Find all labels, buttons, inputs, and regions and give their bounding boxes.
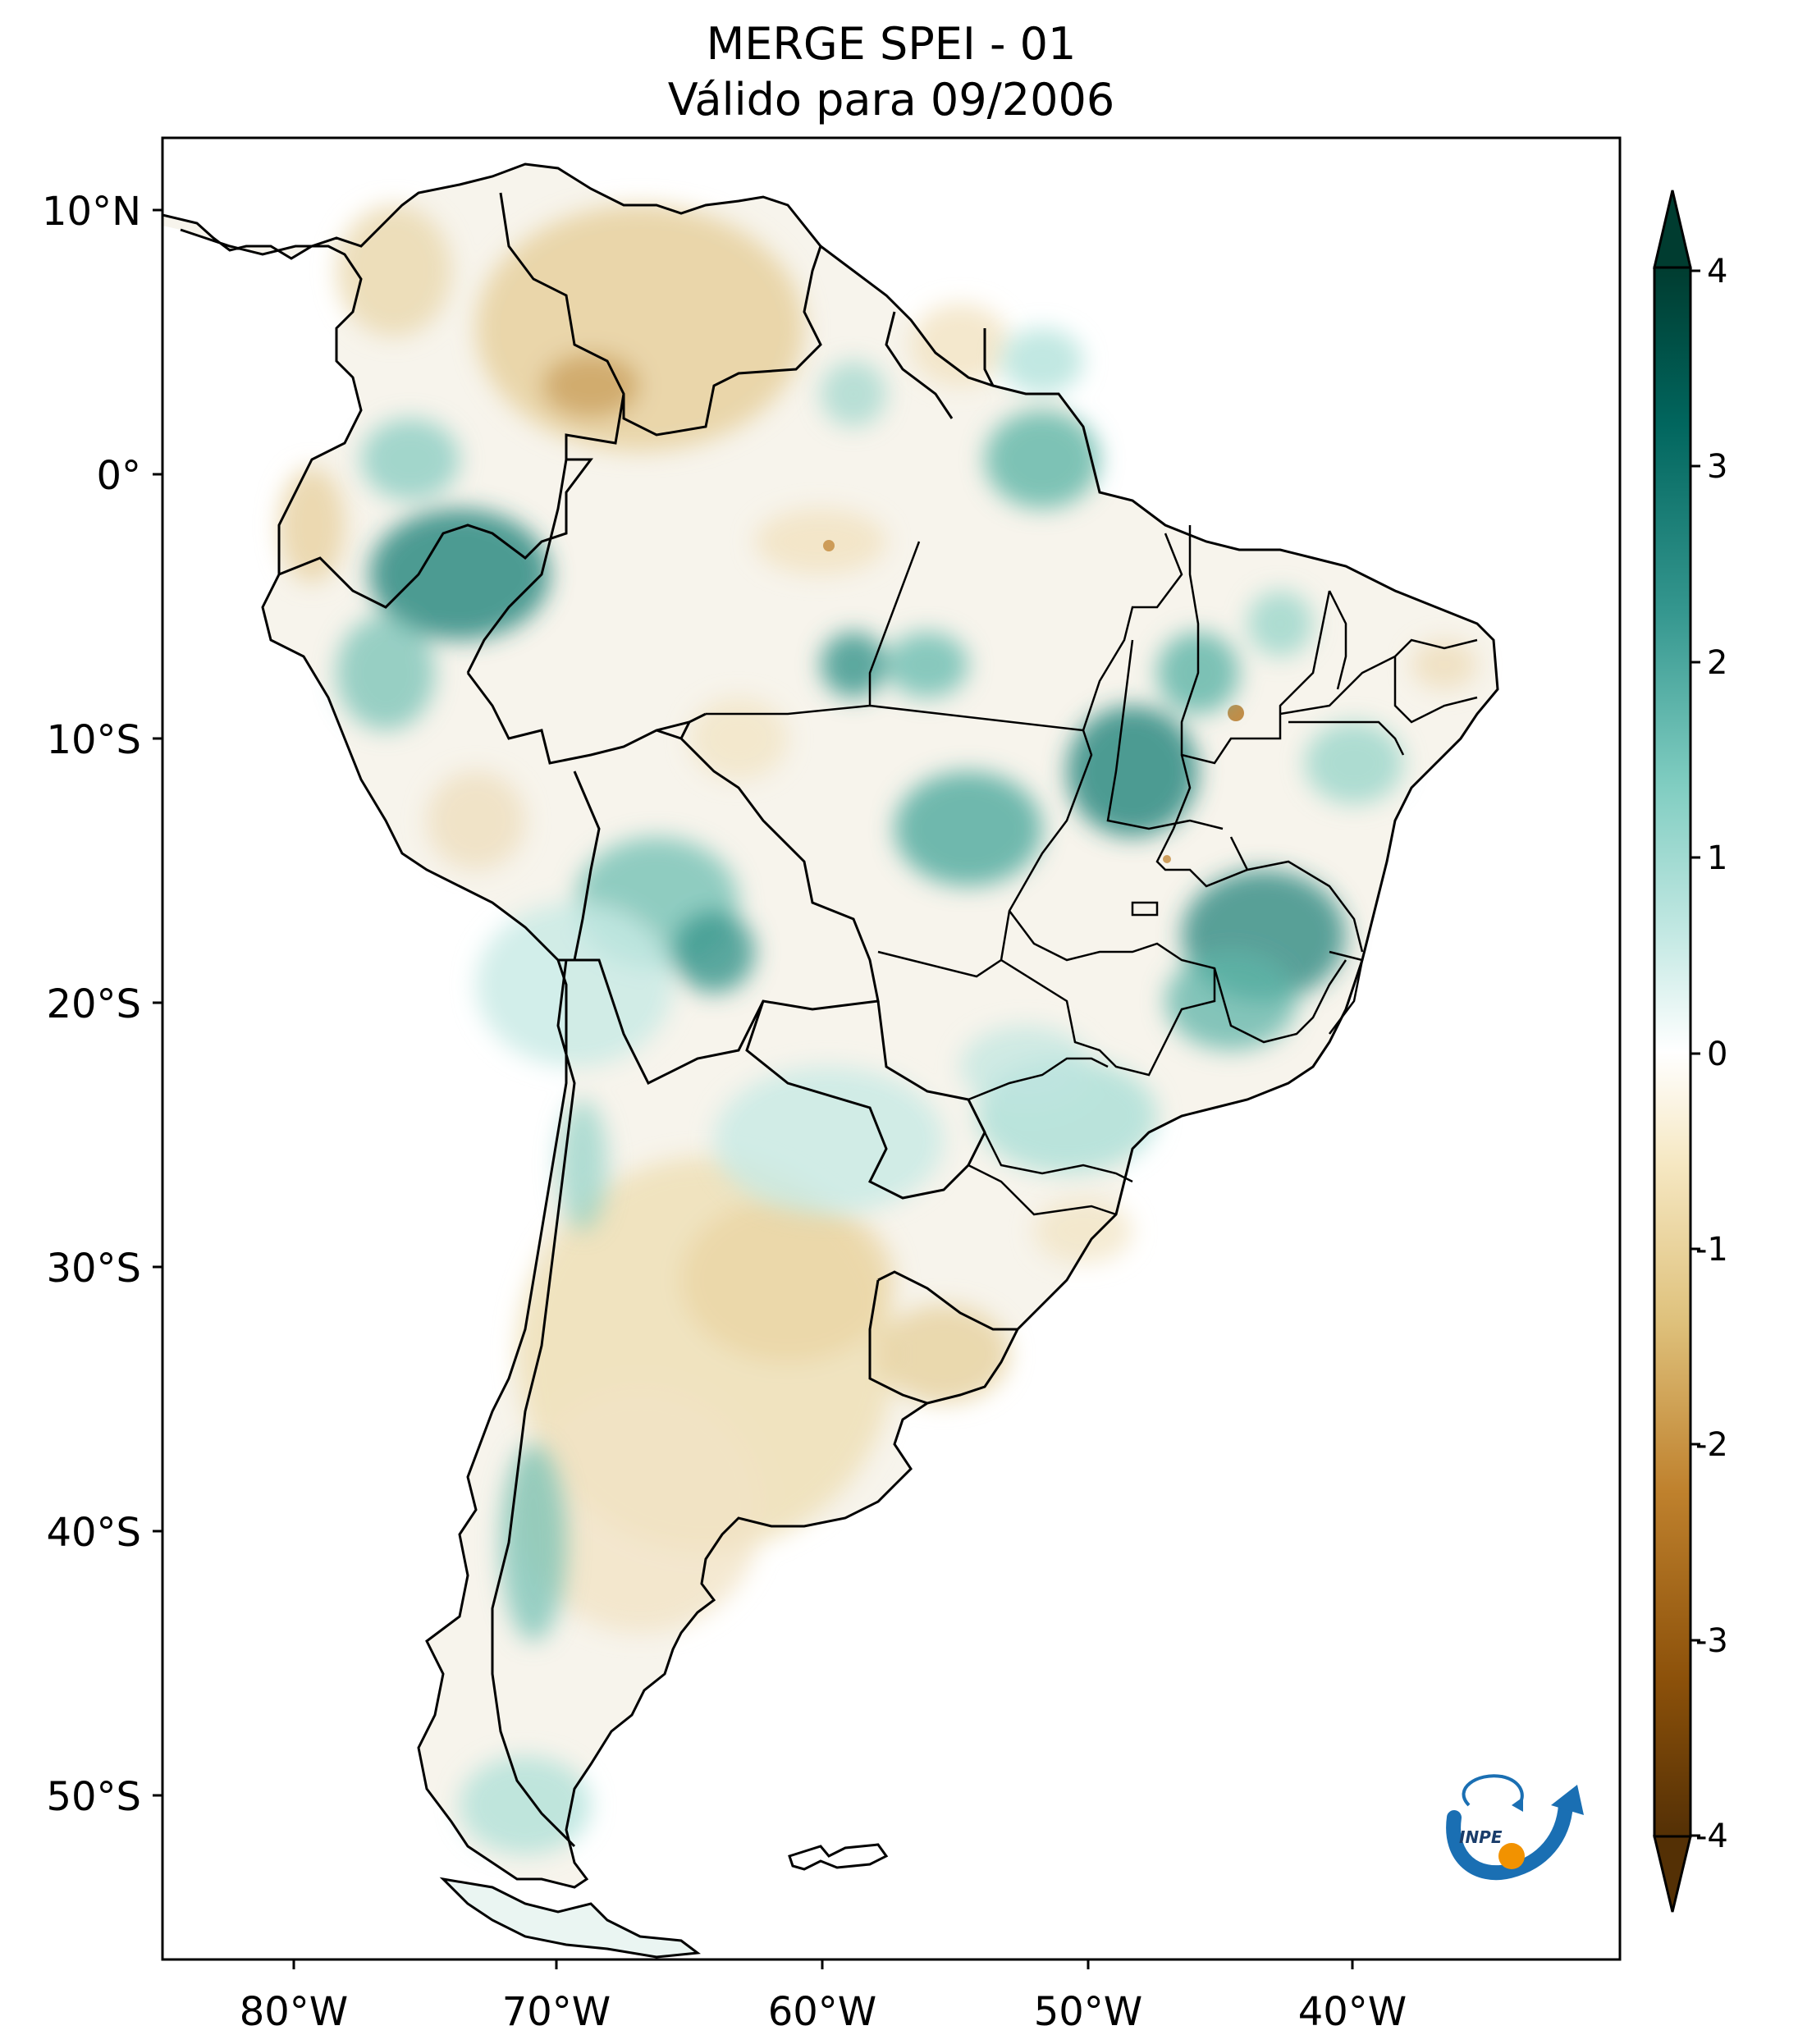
lat-tick-label: 50°S [46,1774,141,1820]
inpe-logo: INPE [1446,1774,1584,1881]
colorbar-tick-label: 1 [1707,839,1727,877]
logo-swoosh [1446,1798,1573,1881]
lon-tick-label: 70°W [502,1989,611,2035]
lon-tick-label: 40°W [1298,1989,1407,2035]
colorbar-extend-min [1653,1835,1692,1913]
lat-tick-label: 0° [96,453,141,499]
map-area [162,138,1620,1959]
colorbar-ticks [1690,269,1700,1837]
dry-hotspot [823,540,835,551]
tierra-del-fuego [443,1879,698,1957]
map-title-line2: Válido para 09/2006 [668,74,1114,126]
falkland-islands [788,1843,889,1871]
lon-tick-label: 50°W [1034,1989,1143,2035]
dry-hotspot [1163,855,1171,863]
logo-text: INPE [1459,1827,1503,1847]
dry-anomaly-patches [279,205,1477,1633]
dry-hotspot [1228,705,1244,721]
colorbar-tick-label: 0 [1707,1036,1727,1073]
colorbar-gradient [1653,266,1692,1838]
lon-tick-label: 80°W [240,1989,349,2035]
longitude-axis: 80°W 70°W 60°W 50°W 40°W [240,1959,1407,2035]
lon-tick-label: 60°W [768,1989,877,2035]
colorbar-tick-label: -2 [1695,1426,1728,1464]
lat-tick-label: 10°N [42,189,141,235]
logo-sun [1498,1843,1525,1869]
colorbar-tick-label: -1 [1695,1231,1728,1269]
lat-tick-label: 30°S [46,1246,141,1292]
lat-tick-label: 10°S [46,717,141,763]
colorbar-extend-max [1653,190,1692,269]
colorbar-tick-label: 3 [1707,448,1727,486]
map-title-line1: MERGE SPEI - 01 [707,18,1077,70]
logo-orbit [1462,1774,1524,1807]
colorbar-tick-label: 2 [1707,644,1727,682]
lat-tick-label: 20°S [46,981,141,1027]
latitude-axis: 10°N 0° 10°S 20°S 30°S 40°S 50°S [42,189,162,1820]
colorbar-tick-label: -3 [1695,1622,1728,1660]
logo-arrow-small-icon [1512,1797,1523,1812]
lat-tick-label: 40°S [46,1510,141,1556]
colorbar-tick-label: 4 [1707,253,1727,290]
colorbar: 4 3 2 1 0 -1 -2 -3 -4 [1653,190,1728,1913]
colorbar-tick-label: -4 [1695,1818,1728,1855]
logo-arrow-icon [1551,1785,1584,1815]
map-frame [161,136,1622,1961]
country-borders [162,162,1499,1959]
